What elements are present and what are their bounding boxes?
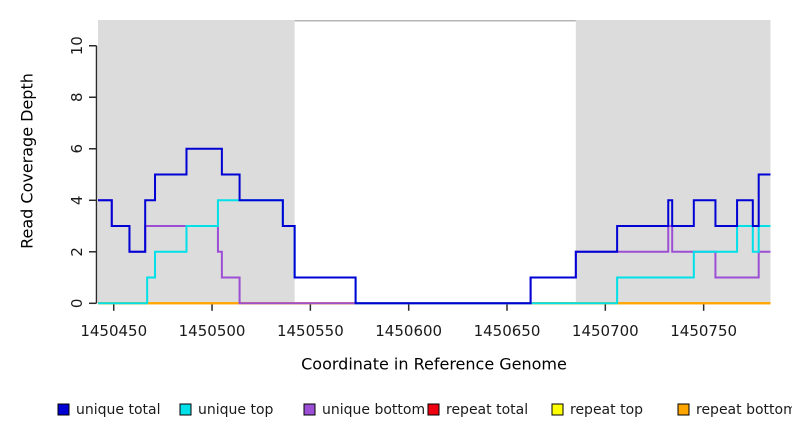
legend-label-unique-total: unique total [76, 402, 160, 418]
y-tick-label: 4 [68, 196, 86, 206]
legend-swatch-repeat-top [551, 403, 564, 416]
y-tick-label: 2 [68, 247, 86, 257]
x-tick-label: 1450750 [670, 322, 737, 340]
series-line-unique-total [98, 147, 771, 305]
legend-label-unique-top: unique top [198, 402, 274, 418]
y-axis-title: Read Coverage Depth [17, 73, 37, 249]
x-tick-label: 1450600 [375, 322, 442, 340]
legend-label-repeat-total: repeat total [446, 402, 528, 418]
legend-swatch-unique-top [179, 403, 192, 416]
x-tick-label: 1450550 [277, 322, 344, 340]
shaded-repeat-region [575, 20, 771, 304]
legend-swatch-repeat-bottom [677, 403, 690, 416]
legend-swatch-repeat-total [427, 403, 440, 416]
y-tick-label: 0 [68, 299, 86, 309]
x-tick-label: 1450700 [572, 322, 639, 340]
legend-label-unique-bottom: unique bottom [322, 402, 425, 418]
legend-label-repeat-top: repeat top [570, 402, 643, 418]
x-tick-label: 1450450 [80, 322, 147, 340]
legend-swatch-unique-bottom [303, 403, 316, 416]
y-tick-label: 6 [68, 144, 86, 154]
x-tick-label: 1450650 [474, 322, 541, 340]
legend-label-repeat-bottom: repeat bottom [696, 402, 792, 418]
legend-swatch-unique-total [57, 403, 70, 416]
shaded-repeat-region [98, 20, 295, 304]
y-tick-label: 10 [68, 36, 86, 55]
x-axis-title: Coordinate in Reference Genome [301, 354, 567, 374]
x-tick-label: 1450500 [179, 322, 246, 340]
y-tick-label: 8 [68, 92, 86, 102]
